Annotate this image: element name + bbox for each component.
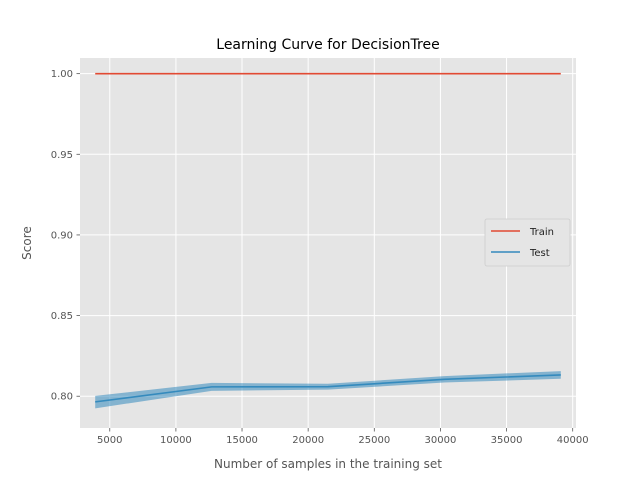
y-axis-ticks: 0.80 0.85 0.90 0.95 1.00 xyxy=(51,69,80,403)
x-axis-label: Number of samples in the training set xyxy=(214,457,442,471)
y-tick-label: 1.00 xyxy=(51,69,73,80)
line-test xyxy=(95,374,561,403)
x-axis-ticks: 5000 10000 15000 20000 25000 30000 35000 40000 xyxy=(97,428,589,446)
y-tick-label: 0.90 xyxy=(51,230,73,241)
band-test xyxy=(95,371,561,409)
series-lines xyxy=(95,72,561,403)
legend-label-train: Train xyxy=(529,227,554,238)
chart-title: Learning Curve for DecisionTree xyxy=(216,37,439,53)
x-tick-label: 15000 xyxy=(226,435,258,446)
legend-box xyxy=(484,218,571,267)
x-tick-label: 35000 xyxy=(491,435,523,446)
y-axis-label: Score xyxy=(20,226,34,260)
x-tick-label: 30000 xyxy=(425,435,457,446)
y-tick-label: 0.95 xyxy=(51,150,73,161)
y-tick-label: 0.85 xyxy=(51,311,73,322)
x-tick-label: 40000 xyxy=(557,435,589,446)
legend: Train Test xyxy=(484,218,571,267)
x-tick-label: 20000 xyxy=(292,435,324,446)
x-tick-label: 25000 xyxy=(358,435,390,446)
x-tick-label: 5000 xyxy=(97,435,122,446)
confidence-bands xyxy=(95,371,561,409)
legend-label-test: Test xyxy=(529,248,550,259)
y-tick-label: 0.80 xyxy=(51,392,73,403)
x-tick-label: 10000 xyxy=(160,435,192,446)
